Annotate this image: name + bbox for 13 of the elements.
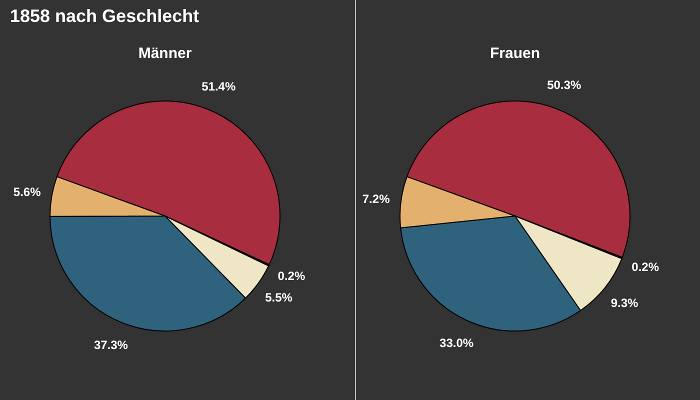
data-label: 50.3% [547, 78, 582, 92]
data-label: 51.4% [202, 80, 236, 94]
data-label: 9.3% [610, 296, 639, 310]
data-label: 0.2% [278, 269, 306, 284]
data-label: 33.0% [440, 336, 474, 350]
chart-subtitle: Männer [138, 45, 192, 62]
data-label: 5.5% [265, 290, 293, 305]
chart-subtitle: Frauen [490, 45, 540, 62]
chart-title: 1858 nach Geschlecht [10, 6, 200, 26]
data-label: 5.6% [13, 184, 42, 199]
data-label: 0.2% [632, 260, 660, 274]
data-label: 7.2% [362, 192, 390, 206]
data-label: 37.3% [94, 338, 128, 352]
